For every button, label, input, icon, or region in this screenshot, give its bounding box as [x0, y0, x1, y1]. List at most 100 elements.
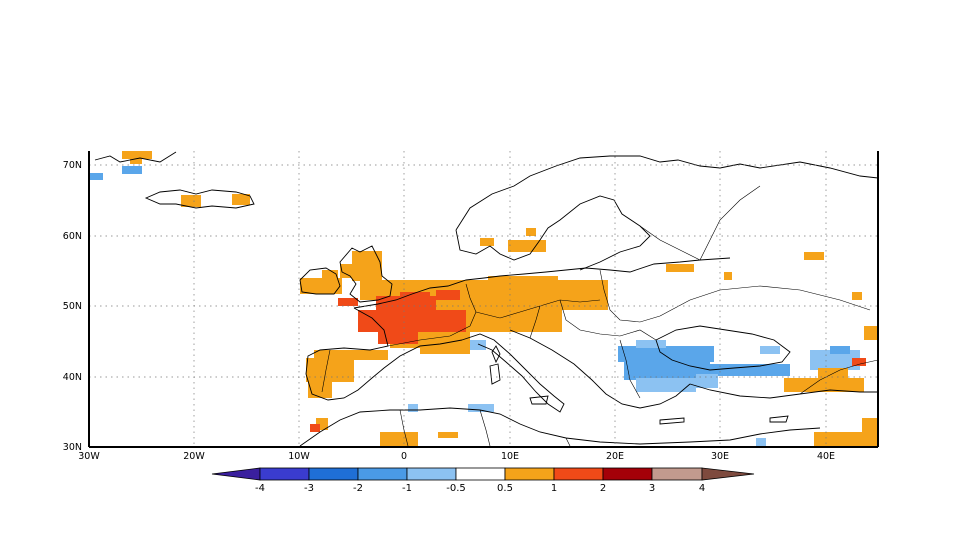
anomaly-patch: [308, 380, 332, 398]
anomaly-patch: [526, 228, 536, 236]
anomaly-patch: [810, 350, 860, 370]
anomaly-patch: [862, 418, 878, 434]
colorbar-label: -2: [353, 483, 363, 494]
anomaly-patch: [314, 350, 388, 360]
colorbar-label: 2: [600, 483, 606, 494]
map-frame: [88, 151, 879, 448]
border: [799, 359, 879, 395]
anomaly-patch: [852, 358, 866, 366]
anomaly-patch: [300, 278, 342, 294]
anomaly-patch: [830, 346, 850, 354]
anomaly-patch: [130, 158, 142, 164]
colorbar-segment: [406, 467, 457, 481]
anomaly-patch: [378, 330, 418, 344]
anomaly-patch: [804, 252, 824, 260]
anomaly-patch: [400, 292, 430, 300]
anomaly-patch: [310, 424, 320, 432]
anomaly-patch: [818, 368, 848, 378]
lon-label: 20E: [606, 451, 624, 462]
anomaly-patch: [436, 290, 460, 300]
anomaly-patch: [466, 306, 562, 332]
coastline-continent: [353, 257, 731, 309]
anomaly-patch: [352, 251, 382, 281]
coastline-adriatic-balkans: [509, 329, 691, 409]
coastline-iceland: [144, 189, 255, 209]
colorbar-labels: -4 -3 -2 -1 -0.5 0.5 1 2 3 4: [255, 483, 705, 494]
coastline-sardinia: [489, 363, 501, 385]
anomaly-patch: [724, 272, 732, 280]
colorbar-arrow-right: [701, 467, 755, 481]
colorbar-segment: [504, 467, 555, 481]
coastline-britain: [339, 245, 393, 303]
lon-label: 20W: [183, 451, 205, 462]
coastline-cyprus: [769, 415, 789, 423]
border: [639, 225, 701, 261]
anomaly-patch: [181, 195, 201, 207]
anomaly-patch: [340, 264, 354, 278]
anomaly-patch: [852, 292, 862, 300]
colorbar-label: 4: [699, 483, 705, 494]
border: [619, 339, 641, 399]
lat-label: 40N: [63, 372, 82, 383]
lat-label: 70N: [63, 160, 82, 171]
anomaly-patch: [756, 438, 766, 446]
anomaly-patch: [666, 264, 694, 272]
border: [387, 283, 477, 347]
colorbar-segment: [651, 467, 703, 481]
anomaly-patch: [624, 360, 710, 380]
anomaly-patch: [508, 240, 546, 252]
colorbar: -4 -3 -2 -1 -0.5 0.5 1 2 3 4: [211, 467, 755, 494]
anomaly-patch: [784, 378, 864, 392]
colorbar-segment: [602, 467, 653, 481]
anomaly-patch: [438, 432, 458, 438]
anomaly-patch: [618, 346, 714, 362]
anomaly-patch: [89, 173, 103, 180]
coastline-black-sea: [655, 325, 791, 371]
colorbar-segment: [259, 467, 310, 481]
lon-axis: 30W 20W 10W 0 10E 20E 30E 40E: [78, 451, 835, 462]
border: [321, 349, 331, 393]
coastline-ireland: [299, 267, 341, 295]
colorbar-segment: [455, 467, 506, 481]
anomaly-patch: [636, 378, 696, 392]
anomaly-patch: [122, 151, 152, 159]
anomaly-patch: [480, 238, 494, 246]
colorbar-label: -1: [402, 483, 412, 494]
border: [529, 305, 541, 339]
border: [559, 299, 657, 341]
border: [565, 437, 571, 447]
anomaly-patch: [232, 194, 250, 205]
border: [699, 185, 761, 261]
colorbar-segment: [553, 467, 604, 481]
anomaly-patch: [420, 346, 470, 354]
anomaly-patch: [408, 404, 418, 412]
colorbar-segment: [357, 467, 408, 481]
coastline-sicily: [529, 395, 549, 405]
lat-label: 60N: [63, 231, 82, 242]
colorbar-label: -4: [255, 483, 265, 494]
anomaly-patch: [700, 364, 790, 376]
border: [479, 409, 491, 447]
border: [599, 269, 871, 323]
anomaly-patches: [89, 151, 878, 446]
colorbar-arrow-left: [211, 467, 261, 481]
anomaly-patch: [358, 310, 466, 332]
anomaly-patch: [488, 276, 558, 284]
anomaly-patch: [468, 404, 494, 412]
lon-label: 0: [401, 451, 407, 462]
coastline-north-africa: [299, 407, 821, 447]
lat-label: 30N: [63, 442, 82, 453]
anomaly-patch: [470, 340, 486, 350]
anomaly-patch: [322, 270, 338, 280]
lat-axis: 30N 40N 50N 60N 70N: [63, 160, 82, 453]
anomaly-patch: [306, 358, 354, 382]
colorbar-label: -0.5: [446, 483, 466, 494]
border: [399, 409, 409, 447]
colorbar-label: 1: [551, 483, 557, 494]
anomaly-patch: [760, 346, 780, 354]
lon-label: 30E: [711, 451, 729, 462]
lon-label: 10W: [288, 451, 310, 462]
coastline-turkey: [689, 383, 878, 399]
anomaly-patch: [864, 326, 878, 340]
